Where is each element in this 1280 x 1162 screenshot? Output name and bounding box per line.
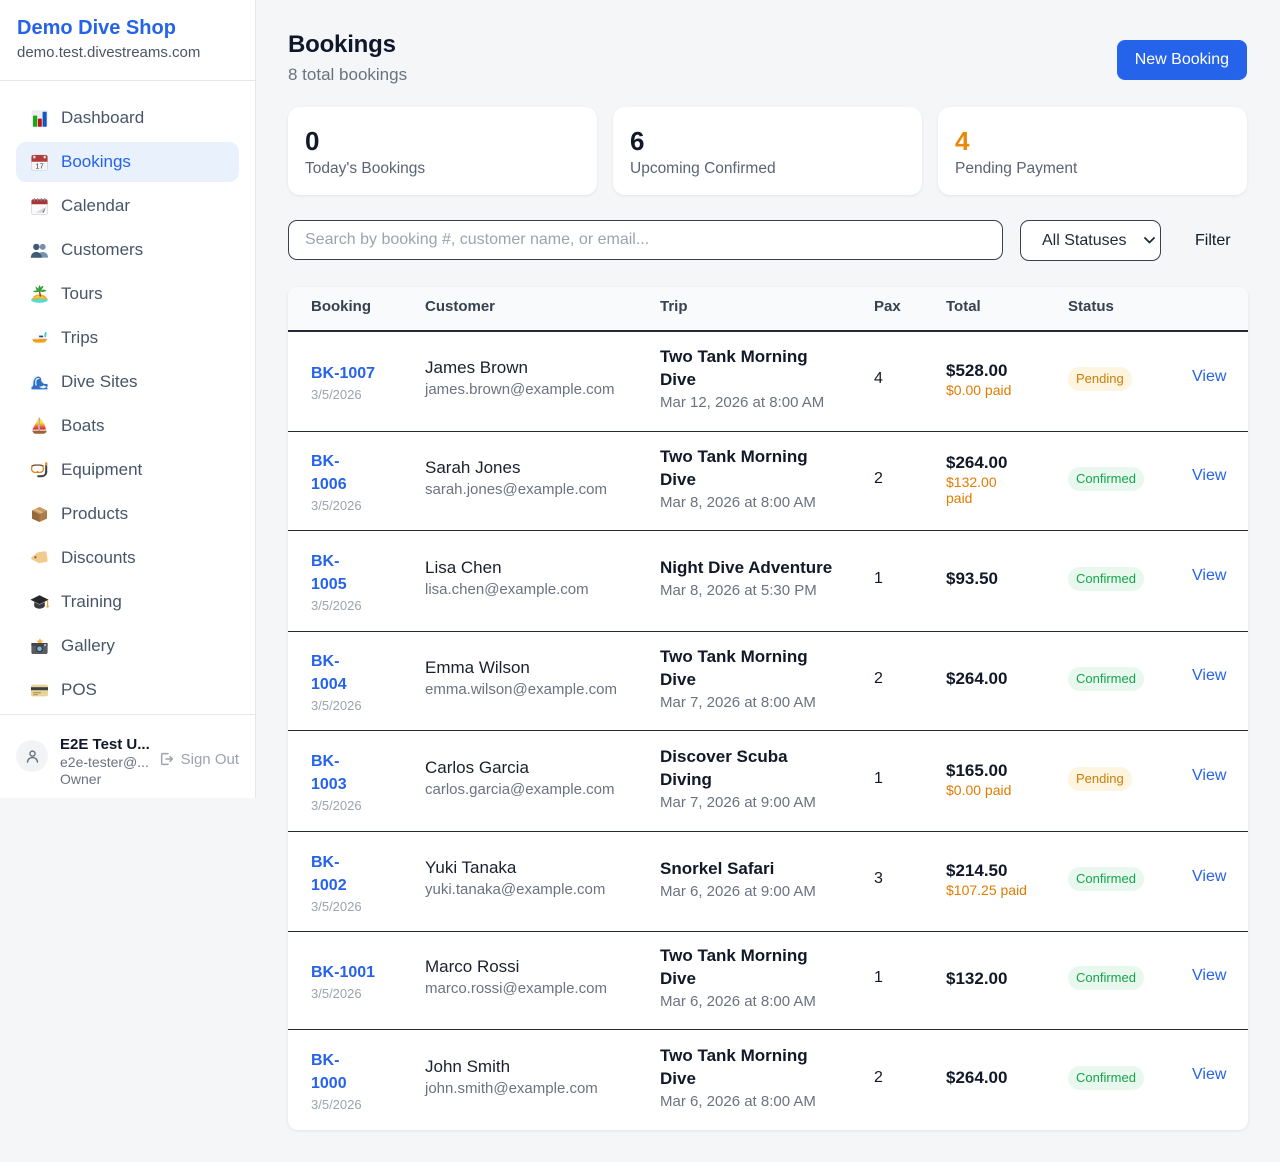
svg-text:17: 17 bbox=[35, 161, 43, 170]
